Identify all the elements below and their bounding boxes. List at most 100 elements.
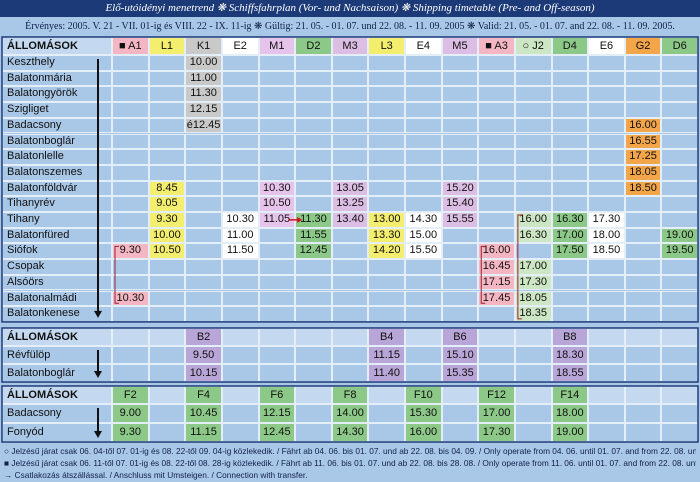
footnote: ■ Jelzésű járat csak 06. 11-től 07. 01-i… — [4, 458, 696, 468]
empty-cell — [478, 55, 515, 71]
empty-cell — [661, 346, 698, 364]
empty-cell — [368, 423, 405, 442]
empty-cell — [478, 133, 515, 150]
empty-cell — [295, 364, 332, 382]
empty-cell — [551, 117, 589, 134]
time-cell: 18.30 — [551, 346, 589, 364]
empty-cell — [478, 364, 515, 382]
empty-cell — [148, 423, 186, 442]
empty-cell — [588, 133, 625, 150]
empty-cell — [295, 196, 332, 212]
empty-cell — [368, 102, 405, 118]
station: Balatonmária — [2, 70, 112, 87]
time-cell: 8.45 — [148, 180, 186, 197]
column-header-empty — [588, 328, 625, 346]
time-cell: 13.30 — [368, 227, 405, 244]
empty-cell — [368, 70, 405, 87]
empty-cell — [112, 164, 149, 181]
empty-cell — [112, 55, 149, 71]
empty-cell — [221, 86, 259, 103]
empty-cell — [295, 180, 332, 197]
station: Balatonszemes — [2, 164, 112, 181]
empty-cell — [624, 274, 662, 291]
empty-cell — [441, 86, 479, 103]
empty-cell — [295, 404, 332, 423]
empty-cell — [221, 290, 259, 307]
time-cell: 14.30 — [405, 212, 442, 228]
empty-cell — [588, 196, 625, 212]
empty-cell — [405, 180, 442, 197]
time-cell: 14.00 — [331, 404, 369, 423]
column-header: L1 — [148, 37, 186, 55]
validity: Érvényes: 2005. V. 21 - VII. 01-ig és VI… — [25, 21, 675, 32]
empty-cell — [185, 290, 222, 307]
station: Balatongyörök — [2, 86, 112, 103]
empty-cell — [588, 164, 625, 181]
empty-cell — [624, 290, 662, 307]
time-cell: 16.45 — [478, 259, 515, 275]
empty-cell — [551, 102, 589, 118]
empty-cell — [661, 259, 698, 275]
empty-cell — [295, 133, 332, 150]
empty-cell — [661, 364, 698, 382]
column-header-empty — [624, 328, 662, 346]
empty-cell — [185, 212, 222, 228]
empty-cell — [331, 243, 369, 260]
empty-cell — [185, 227, 222, 244]
empty-cell — [551, 55, 589, 71]
column-header: E4 — [405, 37, 442, 55]
empty-cell — [331, 259, 369, 275]
time-cell: 16.55 — [624, 133, 662, 150]
empty-cell — [405, 290, 442, 307]
time-cell: 18.50 — [624, 180, 662, 197]
empty-cell — [148, 364, 186, 382]
time-cell: 13.05 — [331, 180, 369, 197]
empty-cell — [551, 306, 589, 322]
empty-cell — [441, 149, 479, 165]
time-cell: 16.00 — [405, 423, 442, 442]
column-header-empty — [661, 328, 698, 346]
column-header: B2 — [185, 328, 222, 346]
empty-cell — [331, 86, 369, 103]
empty-cell — [221, 102, 259, 118]
column-header: B8 — [551, 328, 589, 346]
empty-cell — [295, 274, 332, 291]
empty-cell — [258, 346, 296, 364]
empty-cell — [514, 70, 552, 87]
empty-cell — [368, 180, 405, 197]
empty-cell — [405, 117, 442, 134]
empty-cell — [295, 346, 332, 364]
column-header: G2 — [624, 37, 662, 55]
time-cell: 16.00 — [514, 212, 552, 228]
empty-cell — [441, 259, 479, 275]
empty-cell — [624, 102, 662, 118]
column-header: B6 — [441, 328, 479, 346]
empty-cell — [405, 364, 442, 382]
column-header-empty — [148, 386, 186, 404]
empty-cell — [258, 55, 296, 71]
time-cell: 15.55 — [441, 212, 479, 228]
time-cell: 16.00 — [624, 117, 662, 134]
column-header-empty — [588, 386, 625, 404]
empty-cell — [588, 346, 625, 364]
empty-cell — [221, 196, 259, 212]
empty-cell — [112, 180, 149, 197]
station: Balatonfüred — [2, 227, 112, 244]
empty-cell — [588, 423, 625, 442]
time-cell: 11.05 — [258, 212, 296, 228]
empty-cell — [588, 259, 625, 275]
time-cell: 17.30 — [588, 212, 625, 228]
empty-cell — [112, 102, 149, 118]
empty-cell — [624, 364, 662, 382]
station: Csopak — [2, 259, 112, 275]
time-cell: 15.10 — [441, 346, 479, 364]
time-cell: 9.05 — [148, 196, 186, 212]
empty-cell — [405, 164, 442, 181]
station: Balatonföldvár — [2, 180, 112, 197]
empty-cell — [258, 86, 296, 103]
time-cell: 16.30 — [551, 212, 589, 228]
empty-cell — [478, 149, 515, 165]
empty-cell — [661, 212, 698, 228]
time-cell: 17.50 — [551, 243, 589, 260]
